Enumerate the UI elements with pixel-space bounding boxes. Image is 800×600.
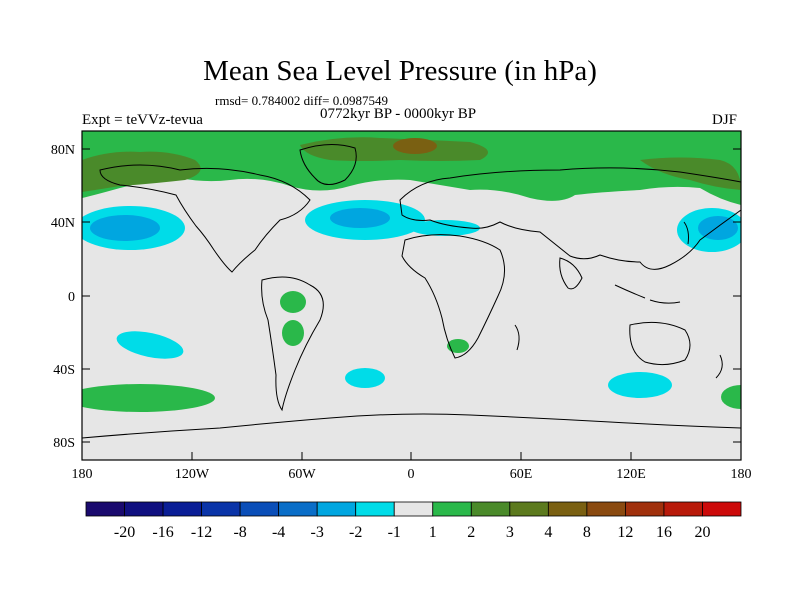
lat-label-40n: 40N bbox=[51, 216, 75, 231]
colorbar-tick-label: -16 bbox=[152, 524, 173, 541]
negative-anomaly-south-indian bbox=[608, 372, 672, 398]
plot-title: Mean Sea Level Pressure (in hPa) bbox=[203, 55, 597, 87]
experiment-label: Expt = teVVz-tevua bbox=[82, 112, 203, 128]
lon-label-0: 0 bbox=[408, 467, 415, 482]
lon-label-120e: 120E bbox=[616, 467, 646, 482]
positive-anomaly-southern-ocean bbox=[82, 384, 215, 412]
lat-label-0: 0 bbox=[68, 290, 75, 305]
colorbar-tick-label: 1 bbox=[429, 524, 437, 541]
lon-label-180e: 180 bbox=[731, 467, 752, 482]
colorbar bbox=[85, 501, 742, 517]
colorbar-tick-label: -3 bbox=[311, 524, 324, 541]
season-label: DJF bbox=[712, 112, 738, 128]
positive-anomaly-south-america-1 bbox=[280, 291, 306, 313]
positive-anomaly-arctic bbox=[82, 131, 741, 205]
colorbar-swatch bbox=[432, 501, 472, 517]
positive-anomaly-peak bbox=[393, 138, 437, 154]
colorbar-swatch bbox=[547, 501, 588, 517]
colorbar-tick-label: 4 bbox=[544, 524, 552, 541]
colorbar-tick-label: 3 bbox=[506, 524, 514, 541]
positive-anomaly-southern-ocean-east bbox=[721, 385, 741, 409]
colorbar-tick-label: 2 bbox=[467, 524, 475, 541]
colorbar-swatch bbox=[586, 501, 626, 517]
colorbar-labels: -20 -16 -12 -8 -4 -3 -2 -1 1 2 3 4 8 12 16 20 bbox=[114, 524, 711, 541]
map-area bbox=[82, 131, 741, 460]
lon-ticks bbox=[81, 452, 742, 460]
colorbar-swatch bbox=[201, 501, 241, 517]
lon-label-60w: 60W bbox=[288, 467, 316, 482]
colorbar-swatch bbox=[239, 501, 280, 517]
colorbar-swatch bbox=[278, 501, 318, 517]
lat-label-80s: 80S bbox=[53, 436, 75, 451]
lat-ticks bbox=[82, 148, 741, 443]
lat-label-40s: 40S bbox=[53, 363, 75, 378]
colorbar-swatch bbox=[625, 501, 665, 517]
negative-anomaly-atlantic-core bbox=[330, 208, 390, 228]
colorbar-swatch bbox=[663, 501, 703, 517]
colorbar-tick-label: -8 bbox=[233, 524, 246, 541]
negative-anomaly-south-pacific bbox=[116, 331, 184, 359]
negative-anomaly-south-atlantic bbox=[345, 368, 385, 388]
positive-anomaly-south-america-2 bbox=[282, 320, 304, 346]
colorbar-swatch bbox=[470, 501, 511, 517]
colorbar-swatch bbox=[162, 501, 202, 517]
colorbar-swatch bbox=[355, 501, 395, 517]
colorbar-swatch bbox=[509, 501, 549, 517]
lon-label-180w: 180 bbox=[72, 467, 93, 482]
coastlines bbox=[82, 144, 741, 439]
colorbar-tick-label: -20 bbox=[114, 524, 135, 541]
colorbar-tick-label: -4 bbox=[272, 524, 285, 541]
colorbar-tick-label: -12 bbox=[191, 524, 212, 541]
colorbar-swatch bbox=[85, 501, 125, 517]
positive-anomaly-arctic-strong-2 bbox=[300, 137, 488, 161]
lon-label-120w: 120W bbox=[175, 467, 210, 482]
colorbar-tick-label: 12 bbox=[617, 524, 633, 541]
colorbar-tick-label: -2 bbox=[349, 524, 362, 541]
negative-anomaly-pacific-west-core bbox=[90, 215, 160, 241]
period-label: 0772kyr BP - 0000kyr BP bbox=[320, 106, 477, 122]
colorbar-swatch bbox=[393, 501, 434, 517]
positive-anomaly-south-africa bbox=[447, 339, 469, 353]
lat-label-80n: 80N bbox=[51, 143, 75, 158]
colorbar-swatch bbox=[316, 501, 357, 517]
colorbar-swatch bbox=[702, 501, 742, 517]
colorbar-tick-label: 16 bbox=[656, 524, 672, 541]
colorbar-swatch bbox=[124, 501, 164, 517]
colorbar-tick-label: 20 bbox=[694, 524, 710, 541]
colorbar-tick-label: 8 bbox=[583, 524, 591, 541]
negative-anomaly-mediterranean bbox=[410, 220, 480, 236]
lon-label-60e: 60E bbox=[510, 467, 533, 482]
colorbar-tick-label: -1 bbox=[388, 524, 401, 541]
stats-label: rmsd= 0.784002 diff= 0.0987549 bbox=[215, 93, 388, 108]
